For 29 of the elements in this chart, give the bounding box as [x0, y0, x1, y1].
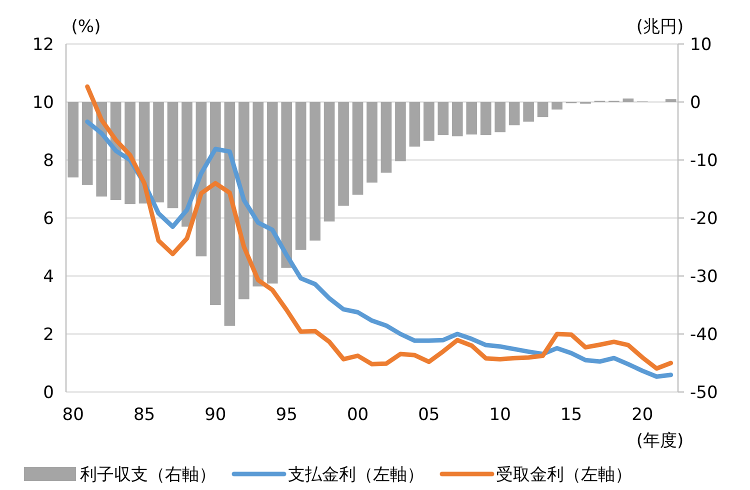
y2tick: -30 — [690, 267, 718, 287]
y2label: (兆円) — [636, 17, 684, 37]
y2tick: -50 — [690, 383, 718, 403]
xtick: 80 — [62, 405, 84, 425]
xtick: 95 — [276, 405, 298, 425]
xtick: 90 — [204, 405, 226, 425]
xtick: 85 — [133, 405, 156, 425]
ytick: 12 — [32, 35, 54, 55]
y2tick: 0 — [690, 93, 701, 113]
ylabel: (%) — [71, 17, 101, 37]
legend-text: 支払金利（左軸） — [288, 465, 424, 485]
y2tick: -20 — [690, 209, 718, 229]
ytick: 8 — [43, 151, 54, 171]
xtick: 10 — [489, 405, 511, 425]
ytick: 0 — [43, 383, 54, 403]
xtick: 05 — [418, 405, 440, 425]
ytick: 2 — [43, 325, 54, 345]
xtick: 00 — [346, 405, 369, 425]
ytick: 6 — [43, 209, 54, 229]
y2tick: -10 — [690, 151, 718, 171]
xtick: 15 — [560, 405, 582, 425]
legend-text: 利子収支（右軸） — [80, 465, 216, 485]
ytick: 4 — [43, 267, 54, 287]
ytick: 10 — [32, 93, 54, 113]
xlabel: (年度) — [636, 431, 684, 451]
legend-text: 受取金利（左軸） — [496, 465, 632, 485]
y2tick: -40 — [690, 325, 718, 345]
xtick: 20 — [632, 405, 654, 425]
y2tick: 10 — [690, 35, 712, 55]
